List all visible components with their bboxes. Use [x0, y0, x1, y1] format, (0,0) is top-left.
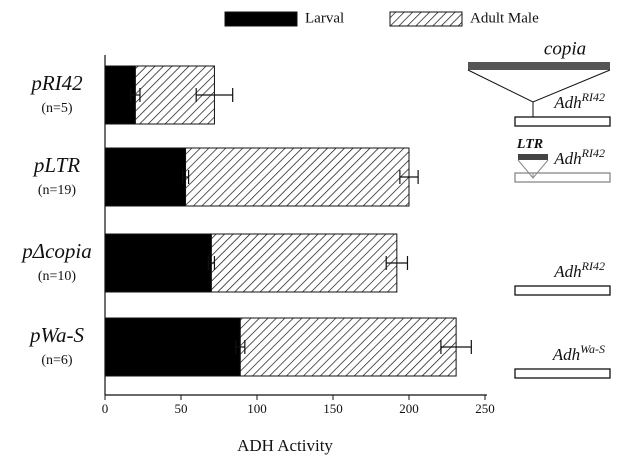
gene-allele: RI42 [581, 259, 605, 273]
gene-name: Adh [553, 149, 581, 168]
bar [104, 233, 212, 293]
legend-label: Adult Male [470, 10, 539, 26]
error-bar [440, 340, 472, 354]
x-axis-title: ADH Activity [237, 436, 333, 455]
x-tick-label: 250 [475, 401, 495, 416]
gene-label: AdhWa-S [552, 342, 605, 364]
error-bar [195, 88, 234, 102]
error-bar [207, 256, 216, 270]
gene-allele: RI42 [581, 90, 605, 104]
category-note: (n=19) [38, 183, 77, 198]
gene-allele: Wa-S [580, 342, 605, 356]
insert-label: LTR [516, 137, 543, 152]
category-note: (n=5) [41, 101, 73, 116]
x-tick-label: 0 [102, 401, 109, 416]
error-bar [385, 256, 409, 270]
legend-swatch [389, 11, 463, 27]
x-tick-label: 50 [175, 401, 188, 416]
gene-box [514, 116, 611, 127]
gene-name: Adh [553, 93, 581, 112]
category-note: (n=6) [41, 353, 73, 368]
gene-box [514, 285, 611, 296]
category-note: (n=10) [38, 269, 77, 284]
x-tick-label: 200 [399, 401, 419, 416]
bar [104, 147, 187, 207]
gene-label: AdhRI42 [553, 259, 605, 281]
gene-box [514, 368, 611, 379]
error-bar [181, 170, 190, 184]
category-label: pLTR [32, 153, 80, 177]
bar [104, 317, 241, 377]
category-label: pΔcopia [20, 239, 91, 263]
gene-allele: RI42 [581, 146, 605, 160]
category-label: pRI42 [29, 71, 83, 95]
gene-box [514, 172, 611, 183]
category-label: pWa-S [28, 323, 85, 347]
legend-swatch [224, 11, 298, 27]
insert-label: copia [544, 38, 586, 59]
gene-label: AdhRI42 [553, 90, 605, 112]
insert-bar [468, 62, 610, 70]
gene-name: Adh [552, 345, 580, 364]
gene-label: AdhRI42 [553, 146, 605, 168]
insert-bar [518, 154, 548, 160]
error-bar [130, 88, 141, 102]
legend-label: Larval [305, 10, 344, 26]
x-tick-label: 150 [323, 401, 343, 416]
error-bar [399, 170, 419, 184]
gene-name: Adh [553, 262, 581, 281]
error-bar [235, 340, 246, 354]
x-tick-label: 100 [247, 401, 267, 416]
